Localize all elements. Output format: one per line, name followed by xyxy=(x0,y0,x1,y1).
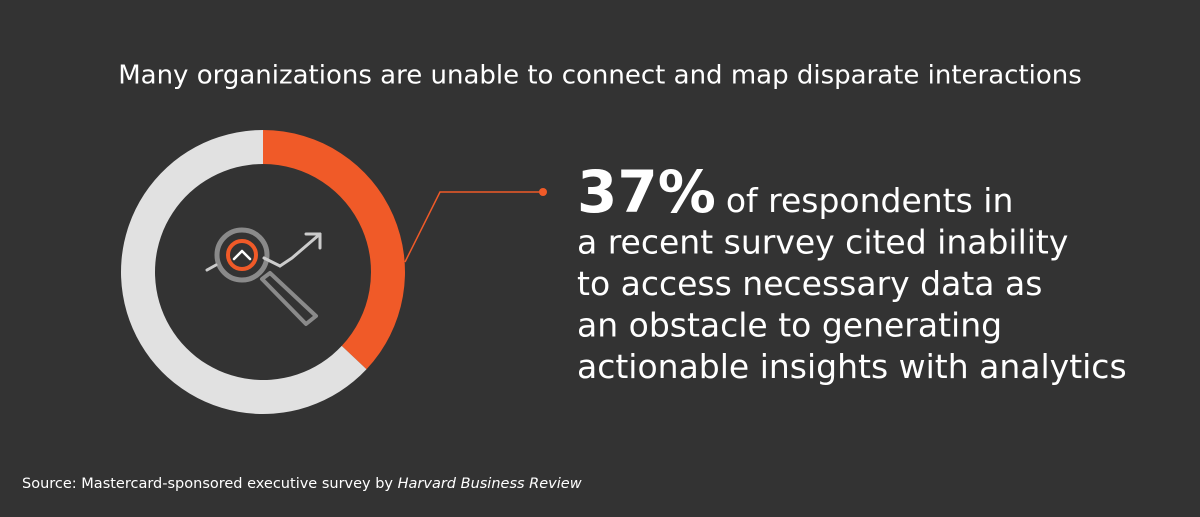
annotation-line: of respondents in xyxy=(726,181,1014,220)
donut-segment xyxy=(263,130,405,370)
callout-dot xyxy=(539,188,547,196)
annotation: of respondents ina recent survey cited i… xyxy=(577,181,1127,386)
chart-title: Many organizations are unable to connect… xyxy=(118,61,1082,91)
source: Source: Mastercard-sponsored executive s… xyxy=(22,476,582,492)
icon-chevron xyxy=(232,249,252,261)
icon-arrowhead xyxy=(304,232,322,250)
magnifier-inner xyxy=(226,239,258,271)
annotation-line: a recent survey cited inability xyxy=(577,223,1068,262)
source-text: Source: Mastercard-sponsored executive s… xyxy=(22,476,393,492)
big-stat: 37% xyxy=(577,158,716,226)
icon xyxy=(205,227,322,326)
magnifier-handle xyxy=(260,271,318,326)
donut xyxy=(121,130,405,414)
icon-arrow xyxy=(278,232,322,268)
annotation-line: an obstacle to generating xyxy=(577,306,1002,345)
callout-line xyxy=(404,191,543,263)
annotation-line: actionable insights with analytics xyxy=(577,347,1127,386)
annotation-line: to access necessary data as xyxy=(577,264,1042,303)
donut-segment xyxy=(121,130,367,414)
icon-dash xyxy=(262,256,282,268)
source-publication: Harvard Business Review xyxy=(398,476,582,492)
magnifier-lens xyxy=(214,227,270,283)
icon-dash xyxy=(205,263,218,272)
